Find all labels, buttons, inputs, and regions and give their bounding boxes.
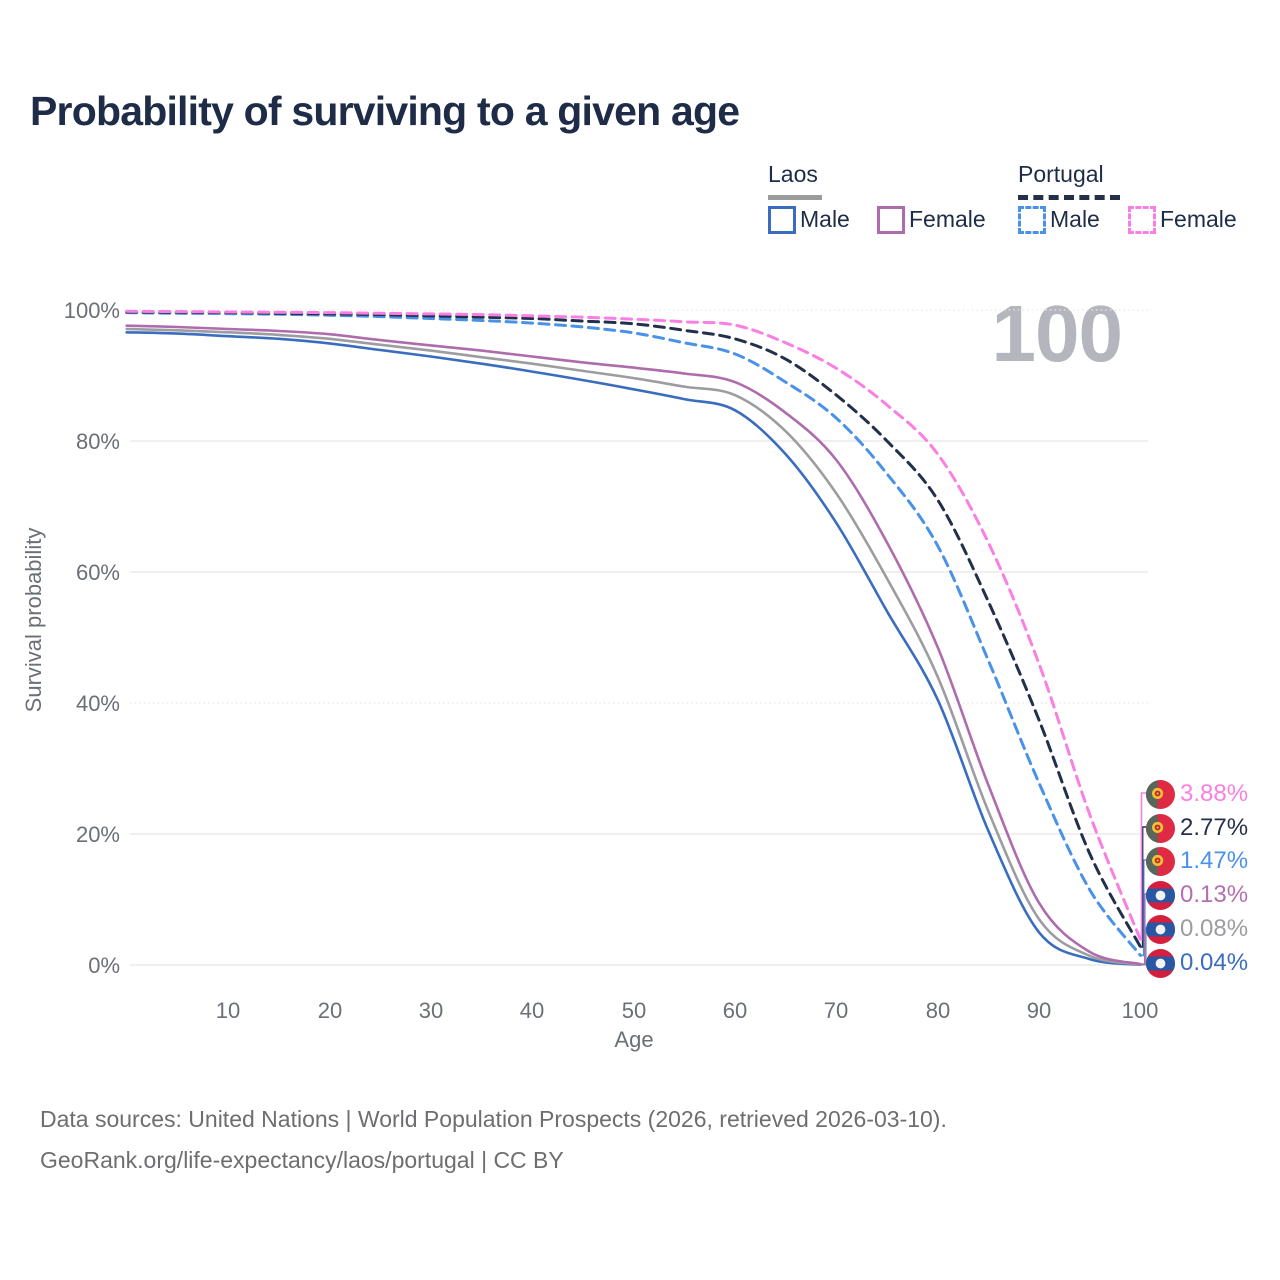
end-label-portugal-male: 1.47% bbox=[1146, 846, 1248, 876]
end-label-value: 2.77% bbox=[1180, 814, 1249, 841]
x-tick-10: 10 bbox=[215, 998, 241, 1023]
y-tick-40: 40% bbox=[75, 691, 120, 716]
x-tick-50: 50 bbox=[621, 998, 647, 1023]
y-tick-60: 60% bbox=[75, 560, 120, 585]
laos-flag-icon bbox=[1146, 881, 1175, 910]
end-label-value: 0.08% bbox=[1180, 915, 1249, 942]
legend-group-laos-title[interactable]: Laos bbox=[768, 161, 818, 187]
x-tick-60: 60 bbox=[722, 998, 748, 1023]
x-tick-30: 30 bbox=[418, 998, 444, 1023]
laos-flag-icon bbox=[1146, 915, 1175, 944]
y-tick-20: 20% bbox=[75, 822, 120, 847]
x-axis-title: Age bbox=[614, 1027, 654, 1052]
x-tick-70: 70 bbox=[823, 998, 849, 1023]
y-axis-title: Survival probability bbox=[21, 527, 46, 713]
footer-attribution-link[interactable]: GeoRank.org/life-expectancy/laos/portuga… bbox=[40, 1147, 564, 1173]
footer-data-sources: Data sources: United Nations | World Pop… bbox=[40, 1106, 947, 1132]
series-line-laos-both-sexes bbox=[125, 327, 1142, 966]
legend-item-laos-female[interactable]: Female bbox=[909, 206, 986, 232]
series-line-portugal-both-sexes bbox=[125, 310, 1142, 949]
end-label-laos-female: 0.13% bbox=[1146, 880, 1248, 910]
portugal-flag-icon bbox=[1146, 780, 1175, 809]
y-tick-100: 100% bbox=[63, 298, 120, 323]
portugal-flag-icon bbox=[1146, 814, 1175, 843]
series-line-portugal-female bbox=[125, 309, 1142, 942]
legend-item-portugal-male[interactable]: Male bbox=[1050, 206, 1100, 232]
series-line-laos-female bbox=[125, 324, 1142, 966]
legend-item-laos-male[interactable]: Male bbox=[800, 206, 850, 232]
series-line-portugal-male bbox=[125, 311, 1142, 957]
x-tick-80: 80 bbox=[925, 998, 951, 1023]
end-label-value: 1.47% bbox=[1180, 847, 1249, 874]
portugal-female-swatch-icon[interactable] bbox=[1128, 206, 1156, 234]
legend-item-portugal-female[interactable]: Female bbox=[1160, 206, 1237, 232]
age-counter-watermark: 100 bbox=[991, 289, 1123, 378]
laos-male-swatch-icon[interactable] bbox=[768, 206, 796, 234]
x-tick-20: 20 bbox=[317, 998, 343, 1023]
x-tick-90: 90 bbox=[1026, 998, 1052, 1023]
end-label-portugal-female: 3.88% bbox=[1146, 779, 1248, 809]
end-label-portugal-both: 2.77% bbox=[1146, 813, 1248, 843]
portugal-male-swatch-icon[interactable] bbox=[1018, 206, 1046, 234]
x-tick-40: 40 bbox=[519, 998, 545, 1023]
x-tick-100: 100 bbox=[1121, 998, 1159, 1023]
y-tick-0: 0% bbox=[88, 953, 120, 978]
legend-group-portugal-title[interactable]: Portugal bbox=[1018, 161, 1104, 187]
page-title: Probability of surviving to a given age bbox=[30, 88, 740, 134]
laos-flag-icon bbox=[1146, 949, 1175, 978]
laos-line-style-swatch bbox=[768, 195, 822, 200]
end-label-laos-both: 0.08% bbox=[1146, 914, 1248, 944]
series-line-laos-male bbox=[125, 331, 1142, 966]
end-label-laos-male: 0.04% bbox=[1146, 948, 1248, 978]
y-tick-80: 80% bbox=[75, 429, 120, 454]
portugal-flag-icon bbox=[1146, 847, 1175, 876]
end-label-value: 3.88% bbox=[1180, 780, 1249, 807]
portugal-line-style-swatch bbox=[1018, 195, 1120, 200]
end-label-value: 0.13% bbox=[1180, 881, 1249, 908]
laos-female-swatch-icon[interactable] bbox=[877, 206, 905, 234]
end-label-value: 0.04% bbox=[1180, 949, 1249, 976]
